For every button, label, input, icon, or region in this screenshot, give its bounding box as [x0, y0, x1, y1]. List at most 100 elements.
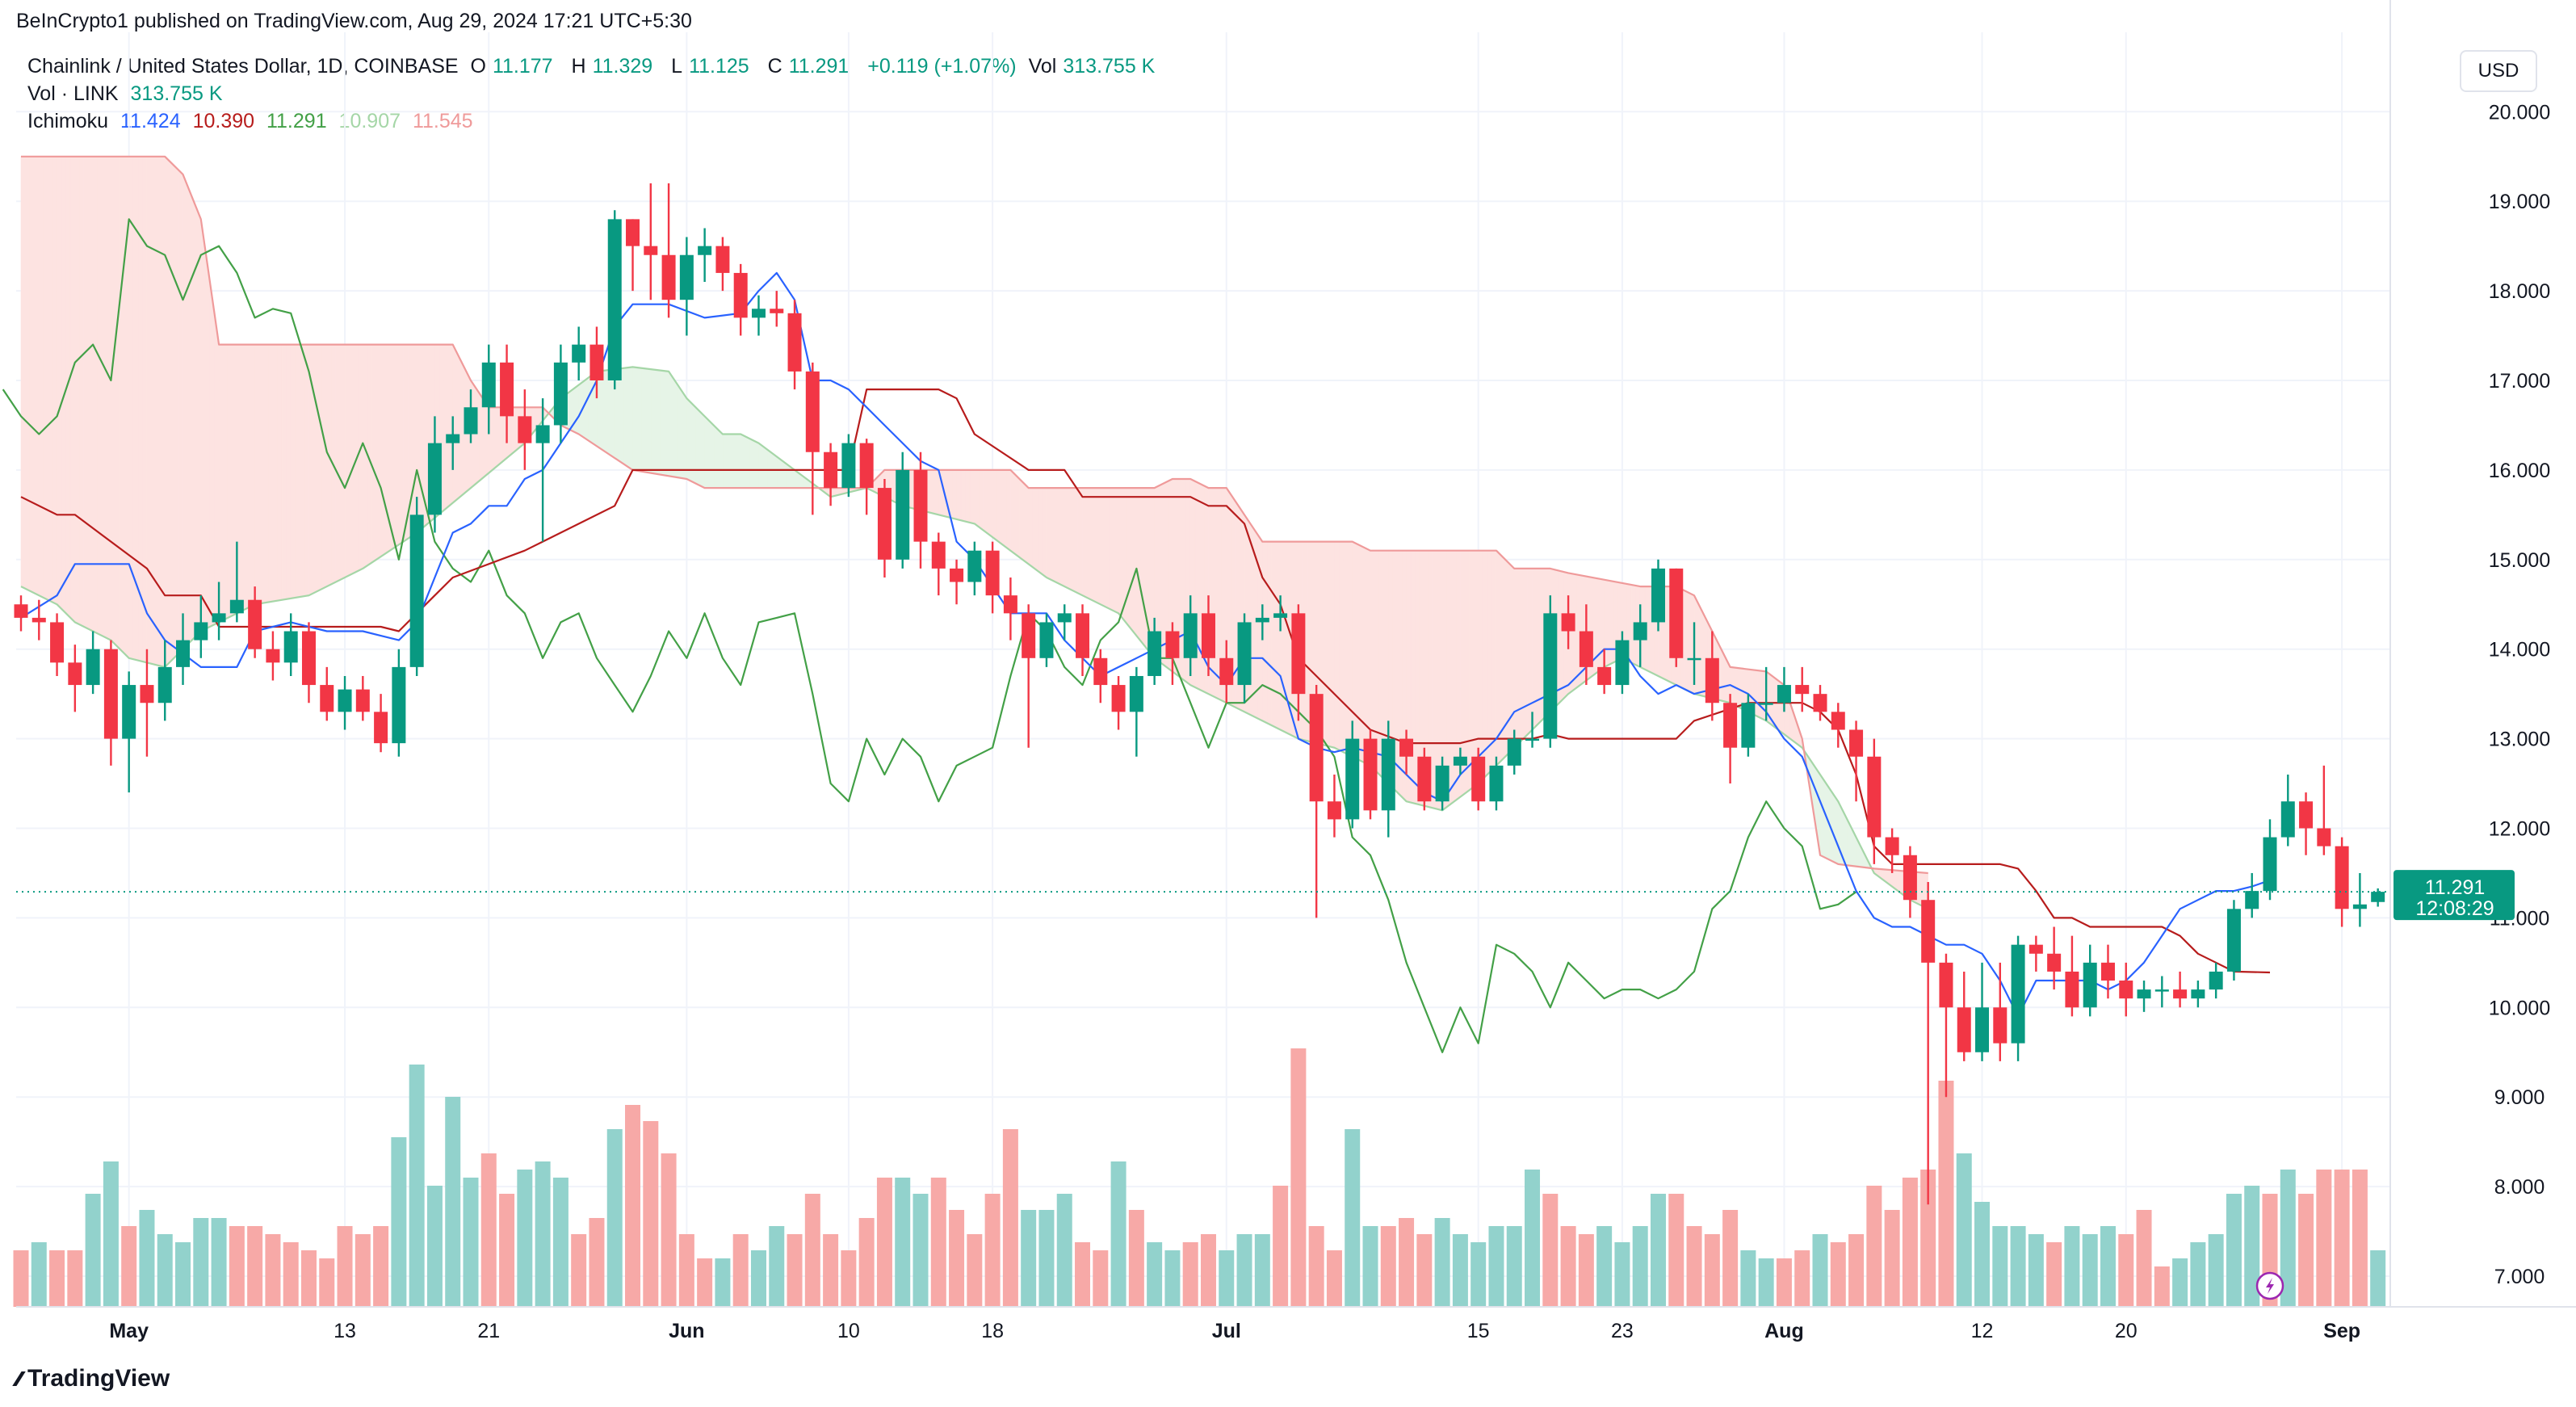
volume-bar	[175, 1242, 191, 1307]
cloud-segment	[1126, 487, 1133, 631]
volume-bar	[930, 1178, 946, 1307]
candle-body	[229, 599, 244, 614]
cloud-segment	[200, 219, 206, 632]
volume-bar	[697, 1258, 713, 1307]
cloud-segment	[1136, 487, 1142, 642]
candle-body	[607, 219, 622, 380]
cloud-segment	[992, 469, 997, 541]
cloud-segment	[1576, 574, 1583, 688]
candle-body	[464, 407, 478, 435]
volume-bar	[1110, 1161, 1126, 1307]
cloud-segment	[767, 449, 773, 489]
cloud-segment	[25, 156, 31, 592]
volume-bar	[1273, 1186, 1289, 1307]
volume-bar	[1434, 1218, 1450, 1307]
lagging-span-line	[2, 218, 1857, 1053]
cloud-segment	[641, 368, 647, 473]
cloud-segment	[1518, 568, 1524, 744]
cloud-segment	[1608, 580, 1614, 666]
volume-bar	[1956, 1153, 1972, 1307]
candle-body	[446, 434, 460, 443]
candle-body	[1831, 712, 1845, 730]
cloud-segment	[1014, 473, 1020, 558]
candle-body	[283, 631, 298, 663]
candle-body	[1381, 738, 1395, 811]
candle-body	[1165, 631, 1180, 658]
price-tick-label: 10.000	[2489, 997, 2550, 1019]
volume-legend[interactable]: Vol · LINK 313.755 K	[27, 82, 229, 106]
candle-body	[2011, 944, 2025, 1044]
cloud-segment	[142, 156, 148, 663]
symbol-legend: Chainlink / United States Dollar, 1D, CO…	[27, 55, 1168, 78]
volume-bar	[2046, 1242, 2062, 1307]
cloud-segment	[43, 156, 48, 601]
volume-bar	[1452, 1234, 1468, 1307]
volume-bar	[625, 1105, 641, 1307]
cloud-segment	[74, 156, 80, 625]
cloud-segment	[250, 344, 255, 607]
cloud-segment	[195, 208, 202, 636]
cloud-segment	[326, 344, 332, 587]
cloud-segment	[1536, 568, 1542, 726]
volume-bar	[337, 1226, 353, 1307]
base-line	[20, 388, 2271, 974]
cloud-segment	[290, 344, 296, 599]
cloud-segment	[965, 469, 971, 523]
candle-body	[14, 604, 28, 618]
cloud-segment	[655, 369, 661, 475]
cloud-segment	[313, 344, 318, 594]
cloud-segment	[1491, 550, 1497, 771]
cloud-segment	[587, 374, 593, 444]
cloud-segment	[1082, 487, 1088, 598]
cloud-segment	[371, 344, 377, 564]
cloud-segment	[358, 344, 363, 572]
volume-bar	[1632, 1226, 1648, 1307]
cloud-segment	[57, 156, 62, 610]
time-tick-label: Jul	[1212, 1320, 1241, 1342]
volume-bar	[1362, 1226, 1378, 1307]
symbol-name[interactable]: Chainlink / United States Dollar, 1D, CO…	[27, 55, 459, 78]
volume-bar	[1308, 1226, 1324, 1307]
cloud-segment	[1275, 541, 1281, 730]
volume-bar	[1722, 1210, 1739, 1307]
currency-button[interactable]: USD	[2460, 50, 2537, 92]
candle-body	[1183, 613, 1198, 658]
volume-bar	[247, 1226, 263, 1307]
volume-bars	[13, 1048, 2386, 1307]
price-tick-label: 13.000	[2489, 729, 2550, 751]
cloud-segment	[645, 368, 652, 473]
candle-body	[1471, 756, 1486, 802]
volume-bar	[1147, 1242, 1163, 1307]
volume-bar	[1164, 1250, 1181, 1307]
candle-body	[553, 362, 568, 426]
candle-body	[157, 666, 172, 704]
ichimoku-legend[interactable]: Ichimoku 11.424 10.390 11.291 10.907 11.…	[27, 110, 480, 133]
candle-body	[2263, 837, 2277, 892]
cloud-segment	[349, 344, 355, 576]
cloud-segment	[1055, 487, 1060, 585]
candle-body	[661, 254, 676, 300]
volume-bar	[283, 1242, 299, 1307]
volume-bar	[2280, 1170, 2296, 1307]
volume-bar	[589, 1218, 605, 1307]
cloud-segment	[1019, 478, 1025, 561]
tradingview-brand[interactable]: ⁄⁄⁄ TradingView	[16, 1365, 170, 1392]
candle-body	[212, 613, 226, 623]
cloud-segment	[1086, 487, 1092, 601]
cloud-segment	[929, 469, 935, 514]
ohlc-close: C 11.291	[767, 55, 850, 78]
candle-body	[787, 313, 802, 372]
cloud-segment	[1037, 487, 1043, 575]
candle-body	[2119, 981, 2133, 999]
time-tick-label: 15	[1467, 1320, 1490, 1342]
cloud-segment	[1343, 541, 1349, 755]
candle-body	[1093, 657, 1108, 686]
time-tick-label: 18	[981, 1320, 1004, 1342]
cloud-segment	[317, 344, 323, 592]
volume-bar	[1128, 1210, 1144, 1307]
ichimoku-base-value: 10.390	[192, 110, 255, 132]
cloud-segment	[363, 344, 368, 569]
cloud-segment	[1523, 568, 1529, 740]
